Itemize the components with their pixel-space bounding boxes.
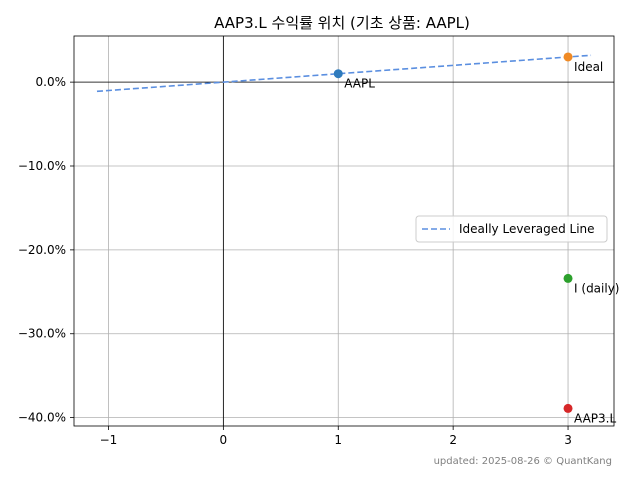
y-tick-label: −20.0% [18, 243, 66, 257]
point-label: I (daily) [574, 281, 619, 295]
data-points: AAPL Ideal I (daily) AAP3.L [333, 52, 620, 425]
y-tick-label: −40.0% [18, 411, 66, 425]
data-point [563, 403, 573, 413]
point-label: AAP3.L [574, 411, 616, 425]
x-tick-label: 2 [449, 433, 457, 447]
data-point [563, 273, 573, 283]
legend-label: Ideally Leveraged Line [459, 222, 595, 236]
x-tick-label: −1 [100, 433, 118, 447]
series-line [96, 54, 592, 93]
y-tick-label: −10.0% [18, 159, 66, 173]
point-label: AAPL [344, 77, 375, 91]
y-tick-label: −30.0% [18, 327, 66, 341]
x-tick-label: 1 [334, 433, 342, 447]
chart-title: AAP3.L 수익률 위치 (기초 상품: AAPL) [214, 14, 470, 32]
zero-axes [74, 36, 614, 426]
legend: Ideally Leveraged Line [415, 215, 608, 243]
footer-note: updated: 2025-08-26 © QuantKang [434, 456, 612, 467]
series-lines [96, 54, 592, 93]
point-label: Ideal [574, 60, 603, 74]
x-tick-label: 3 [564, 433, 572, 447]
legend-box [415, 215, 608, 243]
plot-frame [73, 35, 615, 427]
x-tick-label: 0 [220, 433, 228, 447]
data-point [563, 52, 573, 62]
data-point [333, 69, 343, 79]
tick-labels: −1 0 1 2 3 0.0% −10.0% −20.0% −30.0% −40.0% [18, 75, 572, 447]
plot-area-border [73, 35, 615, 427]
y-tick-label: 0.0% [36, 75, 67, 89]
